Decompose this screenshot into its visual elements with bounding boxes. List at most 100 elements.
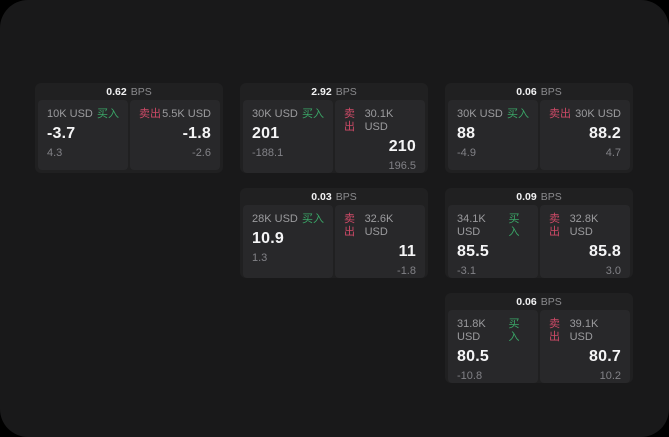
card-body: 30K USD 买入 88 -4.9 卖出 30K USD 88.2 4.7 <box>445 100 633 173</box>
sell-side-label: 卖出 <box>549 318 560 343</box>
sell-tile-labels: 卖出 30K USD <box>549 108 621 121</box>
sell-price: 88.2 <box>589 125 621 142</box>
sell-delta: 10.2 <box>599 370 621 382</box>
bps-value: 0.62 <box>106 85 127 98</box>
bps-unit-label: BPS <box>540 190 562 203</box>
buy-tile-labels: 28K USD 买入 <box>252 213 324 226</box>
card-body: 30K USD 买入 201 -188.1 卖出 30.1K USD 210 1… <box>240 100 428 173</box>
buy-tile[interactable]: 30K USD 买入 201 -188.1 <box>243 100 333 173</box>
sell-tile-labels: 卖出 5.5K USD <box>139 108 211 121</box>
buy-side-label: 买入 <box>97 108 119 120</box>
sell-tile[interactable]: 卖出 32.8K USD 85.8 3.0 <box>540 205 630 278</box>
buy-tile-labels: 30K USD 买入 <box>457 108 529 121</box>
sell-price: 210 <box>388 138 416 155</box>
price-card: 0.09 BPS 34.1K USD 买入 85.5 -3.1 卖出 32.8K… <box>445 188 633 278</box>
buy-side-label: 买入 <box>508 318 520 343</box>
buy-delta: 1.3 <box>252 252 268 264</box>
buy-price: 201 <box>252 125 280 142</box>
card-header: 2.92 BPS <box>240 83 428 100</box>
bps-value: 0.03 <box>311 190 332 203</box>
bps-unit-label: BPS <box>130 85 152 98</box>
buy-delta: -4.9 <box>457 147 476 159</box>
sell-side-label: 卖出 <box>344 108 355 133</box>
buy-tile[interactable]: 10K USD 买入 -3.7 4.3 <box>38 100 128 170</box>
card-body: 31.8K USD 买入 80.5 -10.8 卖出 39.1K USD 80.… <box>445 310 633 383</box>
sell-tile[interactable]: 卖出 30.1K USD 210 196.5 <box>335 100 425 173</box>
card-header: 0.03 BPS <box>240 188 428 205</box>
buy-side-label: 买入 <box>507 108 529 120</box>
price-card: 0.06 BPS 31.8K USD 买入 80.5 -10.8 卖出 39.1… <box>445 293 633 383</box>
sell-delta: -1.8 <box>397 265 416 277</box>
card-header: 0.06 BPS <box>445 83 633 100</box>
sell-amount: 39.1K USD <box>569 318 599 343</box>
buy-price: 80.5 <box>457 348 489 365</box>
buy-tile[interactable]: 30K USD 买入 88 -4.9 <box>448 100 538 170</box>
sell-price: 85.8 <box>589 243 621 260</box>
sell-price: -1.8 <box>182 125 211 142</box>
price-card: 0.03 BPS 28K USD 买入 10.9 1.3 卖出 32.6K US… <box>240 188 428 278</box>
buy-tile[interactable]: 34.1K USD 买入 85.5 -3.1 <box>448 205 538 278</box>
buy-price: 85.5 <box>457 243 489 260</box>
buy-amount: 28K USD <box>252 213 298 225</box>
sell-side-label: 卖出 <box>549 108 571 120</box>
buy-amount: 34.1K USD <box>457 213 486 238</box>
buy-tile-labels: 10K USD 买入 <box>47 108 119 121</box>
sell-tile[interactable]: 卖出 5.5K USD -1.8 -2.6 <box>130 100 220 170</box>
sell-delta: 3.0 <box>605 265 621 277</box>
card-header: 0.62 BPS <box>35 83 223 100</box>
bps-value: 0.06 <box>516 85 537 98</box>
buy-delta: -3.1 <box>457 265 476 277</box>
buy-tile[interactable]: 31.8K USD 买入 80.5 -10.8 <box>448 310 538 383</box>
buy-amount: 10K USD <box>47 108 93 120</box>
buy-delta: 4.3 <box>47 147 63 159</box>
buy-amount: 30K USD <box>252 108 298 120</box>
bps-unit-label: BPS <box>335 85 357 98</box>
sell-tile[interactable]: 卖出 32.6K USD 11 -1.8 <box>335 205 425 278</box>
card-body: 28K USD 买入 10.9 1.3 卖出 32.6K USD 11 -1.8 <box>240 205 428 278</box>
sell-tile-labels: 卖出 39.1K USD <box>549 318 621 344</box>
buy-tile-labels: 30K USD 买入 <box>252 108 324 121</box>
bps-unit-label: BPS <box>335 190 357 203</box>
cards-grid: 0.62 BPS 10K USD 买入 -3.7 4.3 卖出 5.5K USD… <box>35 83 633 383</box>
buy-price: 10.9 <box>252 230 284 247</box>
bps-unit-label: BPS <box>540 295 562 308</box>
sell-tile[interactable]: 卖出 30K USD 88.2 4.7 <box>540 100 630 170</box>
buy-price: 88 <box>457 125 476 142</box>
sell-amount: 32.6K USD <box>364 213 394 238</box>
buy-tile[interactable]: 28K USD 买入 10.9 1.3 <box>243 205 333 278</box>
buy-side-label: 买入 <box>508 213 520 238</box>
sell-price: 11 <box>398 243 416 260</box>
card-header: 0.09 BPS <box>445 188 633 205</box>
bps-value: 0.06 <box>516 295 537 308</box>
sell-delta: -2.6 <box>192 147 211 159</box>
buy-price: -3.7 <box>47 125 76 142</box>
sell-delta: 4.7 <box>605 147 621 159</box>
buy-side-label: 买入 <box>302 108 324 120</box>
sell-price: 80.7 <box>589 348 621 365</box>
card-body: 34.1K USD 买入 85.5 -3.1 卖出 32.8K USD 85.8… <box>445 205 633 278</box>
buy-side-label: 买入 <box>302 213 324 225</box>
sell-delta: 196.5 <box>388 160 416 172</box>
sell-amount: 5.5K USD <box>162 108 211 120</box>
buy-amount: 31.8K USD <box>457 318 486 343</box>
sell-side-label: 卖出 <box>139 108 161 120</box>
sell-tile[interactable]: 卖出 39.1K USD 80.7 10.2 <box>540 310 630 383</box>
sell-amount: 30K USD <box>575 108 621 120</box>
card-body: 10K USD 买入 -3.7 4.3 卖出 5.5K USD -1.8 -2.… <box>35 100 223 173</box>
sell-tile-labels: 卖出 30.1K USD <box>344 108 416 134</box>
bps-value: 0.09 <box>516 190 537 203</box>
bps-value: 2.92 <box>311 85 332 98</box>
sell-side-label: 卖出 <box>549 213 560 238</box>
bps-unit-label: BPS <box>540 85 562 98</box>
buy-tile-labels: 34.1K USD 买入 <box>457 213 529 239</box>
buy-delta: -188.1 <box>252 147 284 159</box>
buy-tile-labels: 31.8K USD 买入 <box>457 318 529 344</box>
price-card: 0.06 BPS 30K USD 买入 88 -4.9 卖出 30K USD 8… <box>445 83 633 173</box>
sell-amount: 32.8K USD <box>569 213 599 238</box>
card-header: 0.06 BPS <box>445 293 633 310</box>
buy-delta: -10.8 <box>457 370 483 382</box>
price-card: 0.62 BPS 10K USD 买入 -3.7 4.3 卖出 5.5K USD… <box>35 83 223 173</box>
price-card: 2.92 BPS 30K USD 买入 201 -188.1 卖出 30.1K … <box>240 83 428 173</box>
sell-tile-labels: 卖出 32.6K USD <box>344 213 416 239</box>
